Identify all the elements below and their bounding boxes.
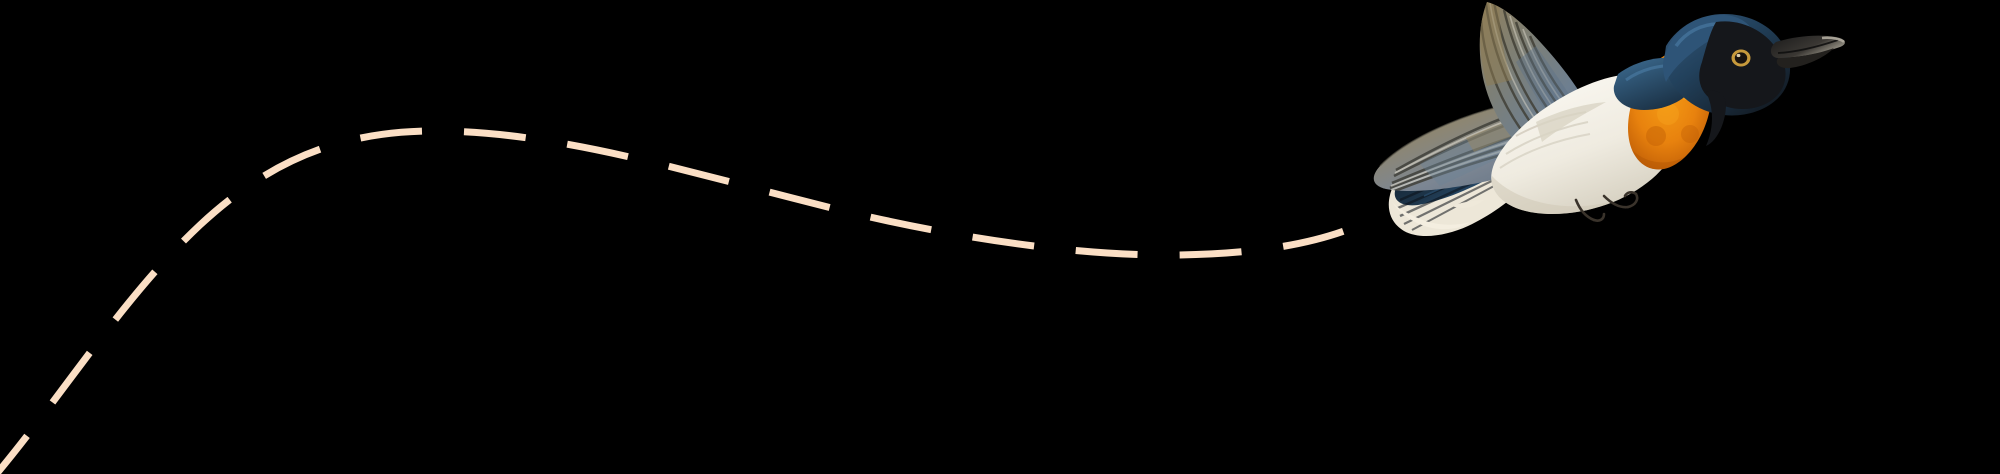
flying-bird <box>1373 2 1845 237</box>
head-throat-border <box>1706 90 1726 146</box>
bird-feet <box>1574 190 1639 222</box>
beak-gape-line <box>1777 39 1839 54</box>
flank-detail <box>1536 102 1606 142</box>
foot-left-toe <box>1592 212 1606 222</box>
foot-right-toe <box>1626 192 1639 209</box>
beak-tip-highlight <box>1821 36 1845 44</box>
bird-eye <box>1731 49 1751 67</box>
dashed-flight-path <box>0 127 1364 474</box>
eye-highlight <box>1736 53 1741 58</box>
eye-pupil <box>1734 52 1748 64</box>
bird-beak <box>1770 35 1845 69</box>
foot-right-claw <box>1623 190 1638 198</box>
flight-path-group <box>0 127 1364 474</box>
foot-left <box>1574 198 1596 222</box>
head-crown-highlight <box>1674 22 1719 48</box>
foot-right <box>1602 194 1630 209</box>
tail-tip-white-lower <box>1392 202 1470 230</box>
tail-notch-white <box>1452 200 1484 208</box>
beak-lower <box>1776 48 1834 69</box>
